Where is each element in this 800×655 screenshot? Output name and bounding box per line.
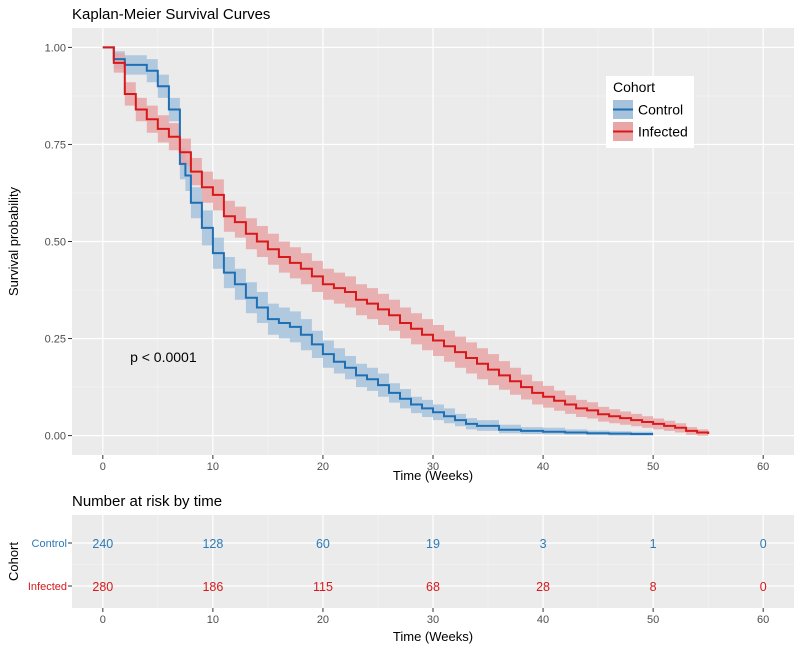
- risk-y-axis-label: Cohort: [6, 542, 21, 581]
- risk-count-control: 19: [426, 537, 440, 551]
- km-x-tick-label: 30: [427, 461, 439, 473]
- km-x-axis-label: Time (Weeks): [393, 468, 473, 483]
- km-legend-label-control: Control: [638, 102, 683, 118]
- risk-count-control: 0: [760, 537, 767, 551]
- km-y-tick-label: 1.00: [45, 42, 66, 54]
- risk-count-infected: 68: [426, 580, 440, 594]
- risk-count-control: 3: [540, 537, 547, 551]
- risk-x-axis-label: Time (Weeks): [393, 629, 473, 644]
- km-curve-control: [102, 46, 654, 435]
- risk-table-title: Number at risk by time: [72, 493, 222, 510]
- km-x-tick-label: 0: [100, 461, 106, 473]
- km-y-tick-label: 0.50: [45, 237, 66, 249]
- risk-x-tick-label: 50: [647, 614, 659, 626]
- risk-row-label-infected: Infected: [28, 581, 67, 593]
- risk-x-tick-label: 10: [207, 614, 219, 626]
- km-x-tick-label: 40: [537, 461, 549, 473]
- km-x-tick-label: 20: [317, 461, 329, 473]
- km-x-tick-label: 60: [757, 461, 769, 473]
- risk-count-infected: 115: [313, 580, 333, 594]
- risk-count-infected: 0: [760, 580, 767, 594]
- risk-count-control: 1: [650, 537, 657, 551]
- risk-count-control: 240: [92, 537, 113, 551]
- risk-count-infected: 8: [650, 580, 657, 594]
- risk-x-tick-label: 60: [757, 614, 769, 626]
- km-curve-infected: [102, 46, 710, 434]
- km-y-axis-label: Survival probability: [6, 186, 21, 296]
- risk-x-tick-label: 0: [100, 614, 106, 626]
- km-x-tick-label: 10: [207, 461, 219, 473]
- risk-x-tick-label: 40: [537, 614, 549, 626]
- km-plot: Kaplan-Meier Survival Curves 0 10 20 30 40 50 6…: [6, 6, 794, 483]
- risk-row-label-control: Control: [32, 538, 67, 550]
- km-x-tick-label: 50: [647, 461, 659, 473]
- risk-x-tick-label: 20: [317, 614, 329, 626]
- km-y-tick-label: 0.75: [45, 139, 66, 151]
- risk-count-control: 60: [316, 537, 330, 551]
- km-p-value-annotation: p < 0.0001: [130, 349, 197, 365]
- risk-count-infected: 280: [92, 580, 113, 594]
- risk-count-infected: 28: [536, 580, 550, 594]
- km-legend-title: Cohort: [613, 79, 655, 95]
- risk-x-tick-label: 30: [427, 614, 439, 626]
- km-legend-label-infected: Infected: [638, 124, 688, 140]
- km-y-tick-label: 0.25: [45, 334, 66, 346]
- risk-count-infected: 186: [202, 580, 223, 594]
- km-title: Kaplan-Meier Survival Curves: [72, 6, 270, 23]
- risk-count-control: 128: [202, 537, 223, 551]
- km-y-tick-label: 0.00: [45, 431, 66, 443]
